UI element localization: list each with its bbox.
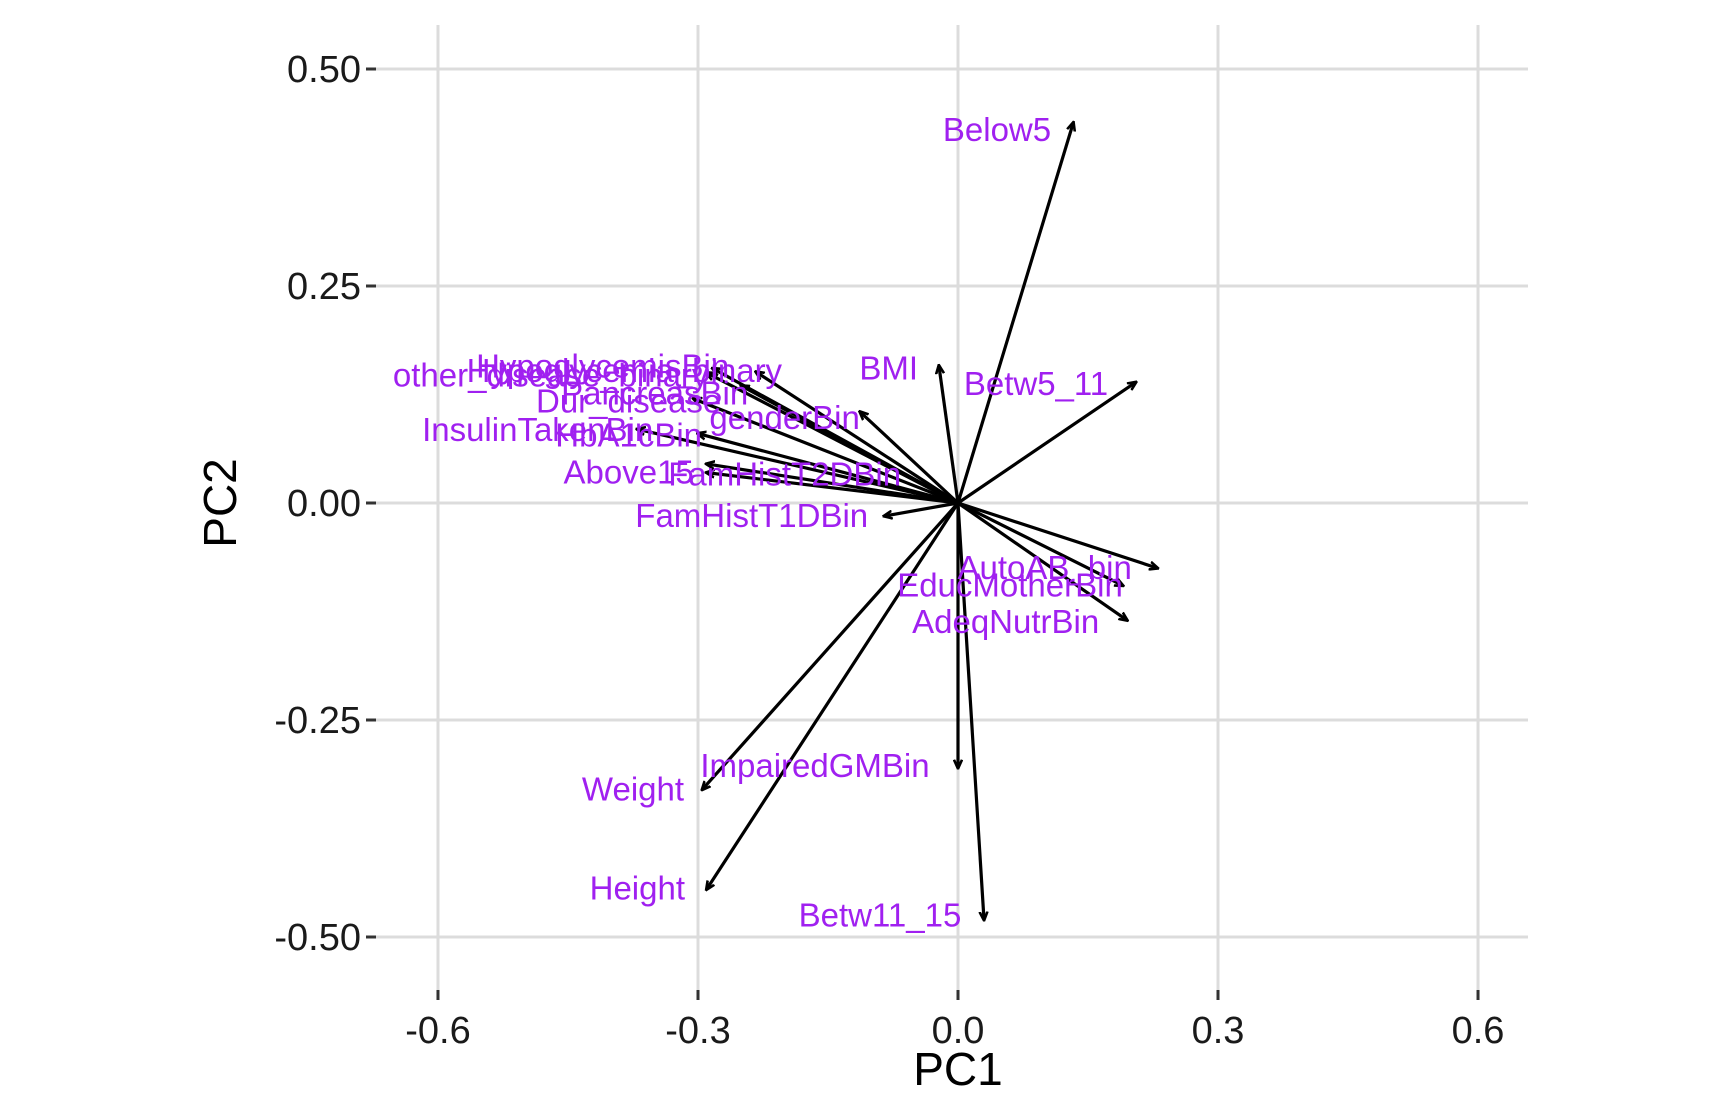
loading-arrow-adeqnutrbin <box>957 501 1127 620</box>
loading-arrow-educmotherbin <box>957 501 1123 585</box>
variable-label-other-disease-binary: other_disease_binary <box>393 356 709 393</box>
variable-label-pancreasbin: PancreasBin <box>561 375 748 412</box>
axis-ticks: -0.6 -0.3 0.0 0.3 0.6 0.50 0.25 0.00 -0.25 -0.50 <box>274 49 1504 1052</box>
variable-label-hba1cbin: HbA1cBin <box>555 416 702 453</box>
variable-label-insulintakenbin: InsulinTakenBin <box>422 411 653 448</box>
variable-label-bmi: BMI <box>859 349 918 386</box>
variable-label-dur-disease: Dur_disease <box>536 382 721 419</box>
loading-arrow-hba1cbin <box>698 434 959 505</box>
loading-arrow-hypoglycemia-binary <box>756 372 959 505</box>
y-tick-label: -0.50 <box>274 917 361 959</box>
y-tick-label: -0.25 <box>274 700 361 742</box>
x-tick-label: 0.0 <box>932 1010 985 1052</box>
x-tick-label: 0.6 <box>1452 1010 1505 1052</box>
loading-arrow-pancreasbin <box>741 386 959 505</box>
variable-label-impairedgmbin: ImpairedGMBin <box>700 747 929 784</box>
variable-label-genderbin: genderBin <box>709 399 859 436</box>
x-axis-title: PC1 <box>913 1043 1002 1095</box>
variable-labels: Below5 BMI Betw5_11 Hypoglycemia_binaryHypo… <box>393 111 1132 934</box>
loading-arrow-famhistt1dbin <box>884 501 959 516</box>
variable-label-betw11-15: Betw11_15 <box>799 896 962 933</box>
variable-label-above15: Above15 <box>564 454 694 491</box>
variable-label-below5: Below5 <box>943 111 1051 148</box>
x-tick-label: -0.6 <box>405 1010 470 1052</box>
variable-label-autoab-bin: AutoAB_bin <box>958 549 1132 586</box>
variable-label-educmotherbin: EducMotherBin <box>897 566 1123 603</box>
x-tick-label: 0.3 <box>1192 1010 1245 1052</box>
y-tick-label: 0.25 <box>287 266 361 308</box>
loading-arrow-autoab-bin <box>957 501 1157 568</box>
variable-label-height: Height <box>590 869 685 906</box>
variable-label-famhistt1dbin: FamHistT1DBin <box>635 497 868 534</box>
variable-label-hypoglycemia-binary: Hypoglycemia_binary <box>467 352 783 389</box>
loading-arrow-betw5-11 <box>957 382 1136 505</box>
loading-arrow-insulintakenbin <box>637 429 959 505</box>
variable-label-weight: Weight <box>582 770 684 807</box>
variable-label-hypoglycemisbin: HypoglycemisBin <box>476 348 729 385</box>
y-axis-title: PC2 <box>194 458 246 547</box>
loading-arrow-betw11-15 <box>956 502 984 920</box>
variable-label-famhistt2dbin: FamHistT2DBin <box>668 455 901 492</box>
loading-arrows <box>637 123 1157 920</box>
loading-arrow-bmi <box>939 366 960 504</box>
loading-arrow-below5 <box>956 123 1073 504</box>
variable-label-adeqnutrbin: AdeqNutrBin <box>912 603 1099 640</box>
loading-arrow-dur-disease <box>694 399 959 505</box>
loading-arrow-height <box>707 502 960 889</box>
loading-arrow-weight <box>702 501 960 789</box>
grid-layer <box>376 25 1528 990</box>
y-tick-label: 0.00 <box>287 483 361 525</box>
loading-arrow-genderbin <box>860 412 960 505</box>
x-tick-label: -0.3 <box>665 1010 730 1052</box>
y-tick-label: 0.50 <box>287 49 361 91</box>
loading-arrow-famhistt2dbin <box>707 464 959 505</box>
variable-label-betw5-11: Betw5_11 <box>964 365 1108 402</box>
